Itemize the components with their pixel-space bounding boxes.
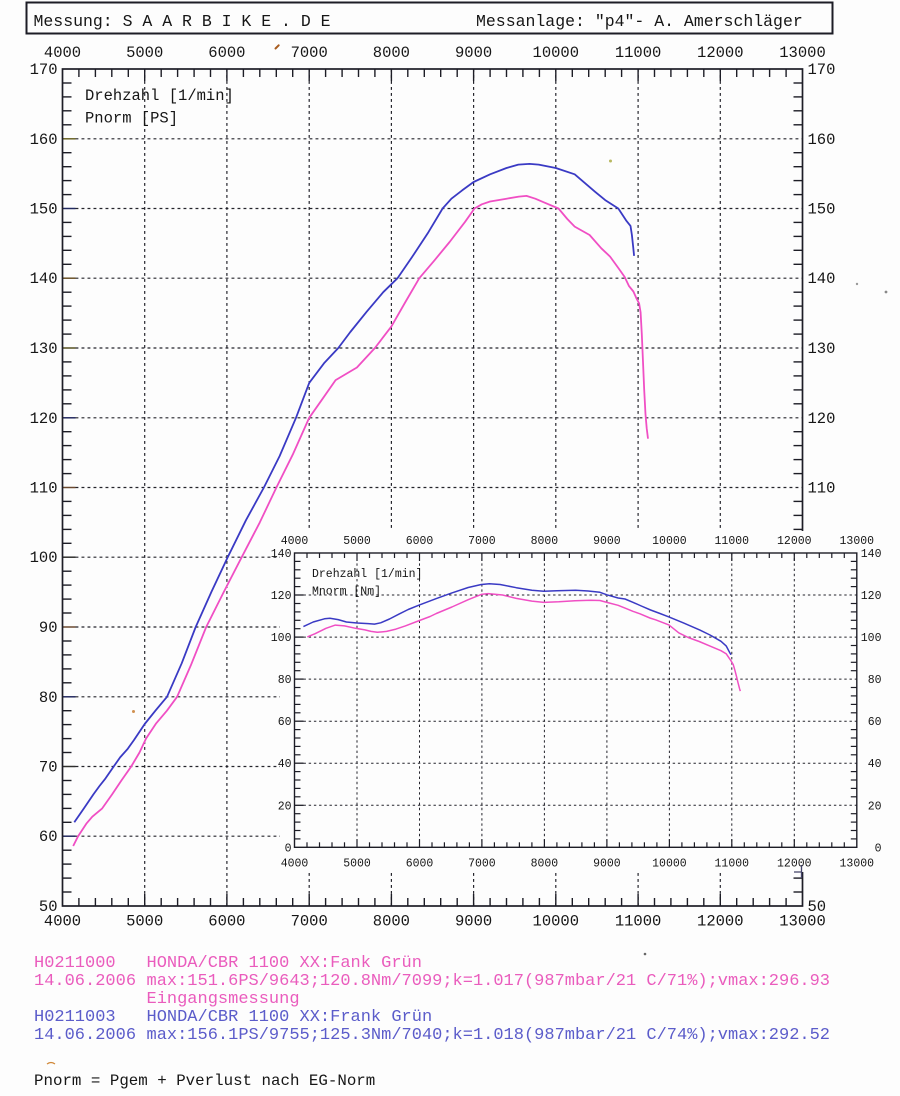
svg-text:Drehzahl [1/min]: Drehzahl [1/min] [312, 568, 422, 581]
svg-text:8000: 8000 [373, 44, 410, 62]
svg-text:5000: 5000 [343, 535, 371, 548]
svg-text:20: 20 [278, 800, 292, 813]
svg-text:12000: 12000 [697, 44, 744, 62]
svg-text:140: 140 [808, 270, 836, 288]
svg-text:6000: 6000 [406, 858, 434, 871]
svg-text:120: 120 [808, 410, 836, 428]
svg-text:110: 110 [808, 480, 836, 498]
svg-text:max:151.6PS/9643;120.8Nm/7099;: max:151.6PS/9643;120.8Nm/7099;k=1.017(98… [147, 972, 831, 991]
svg-text:60: 60 [278, 716, 292, 729]
svg-text:80: 80 [868, 674, 882, 687]
svg-text:13000: 13000 [840, 858, 875, 871]
svg-text:100: 100 [271, 632, 292, 645]
svg-text:7000: 7000 [291, 44, 328, 62]
svg-text:150: 150 [30, 201, 58, 219]
svg-text:8000: 8000 [531, 858, 559, 871]
svg-text:Pnorm [PS]: Pnorm [PS] [85, 110, 178, 128]
svg-text:0: 0 [875, 842, 882, 855]
svg-text:Eingangsmessung: Eingangsmessung [147, 990, 300, 1009]
svg-text:110: 110 [30, 480, 58, 498]
svg-text:4000: 4000 [281, 535, 309, 548]
svg-text:5000: 5000 [343, 858, 371, 871]
svg-text:150: 150 [808, 201, 836, 219]
svg-text:140: 140 [271, 548, 292, 561]
svg-text:10000: 10000 [533, 44, 580, 62]
svg-text:100: 100 [861, 632, 882, 645]
svg-text:13000: 13000 [779, 44, 826, 62]
svg-text:170: 170 [30, 61, 58, 79]
svg-text:160: 160 [808, 131, 836, 149]
svg-text:90: 90 [39, 619, 58, 637]
svg-text:H0211003: H0211003 [34, 1008, 116, 1027]
svg-text:80: 80 [39, 689, 58, 707]
svg-text:40: 40 [278, 758, 292, 771]
svg-text:120: 120 [271, 590, 292, 603]
svg-text:4000: 4000 [281, 858, 309, 871]
svg-text:9000: 9000 [593, 535, 621, 548]
svg-text:70: 70 [39, 759, 58, 777]
svg-text:Pnorm = Pgem + Pverlust nach E: Pnorm = Pgem + Pverlust nach EG-Norm [34, 1072, 375, 1090]
svg-text:0: 0 [285, 842, 292, 855]
svg-text:13000: 13000 [840, 535, 875, 548]
svg-text:60: 60 [39, 828, 58, 846]
svg-text:HONDA/CBR 1100 XX:Frank Grün: HONDA/CBR 1100 XX:Frank Grün [147, 1008, 433, 1027]
svg-text:130: 130 [808, 340, 836, 358]
svg-text:120: 120 [861, 590, 882, 603]
svg-text:11000: 11000 [715, 535, 750, 548]
svg-text:7000: 7000 [291, 913, 328, 931]
svg-text:10000: 10000 [652, 535, 687, 548]
svg-text:100: 100 [30, 549, 58, 567]
svg-text:5000: 5000 [126, 913, 163, 931]
svg-text:120: 120 [30, 410, 58, 428]
svg-text:12000: 12000 [777, 858, 812, 871]
svg-text:6000: 6000 [208, 913, 245, 931]
svg-text:50: 50 [808, 898, 827, 916]
svg-text:8000: 8000 [531, 535, 559, 548]
svg-text:140: 140 [30, 270, 58, 288]
svg-text:9000: 9000 [593, 858, 621, 871]
svg-text:7000: 7000 [468, 858, 496, 871]
svg-text:40: 40 [868, 758, 882, 771]
svg-text:160: 160 [30, 131, 58, 149]
svg-text:12000: 12000 [777, 535, 812, 548]
svg-text:6000: 6000 [208, 44, 245, 62]
svg-text:80: 80 [278, 674, 292, 687]
svg-text:50: 50 [39, 898, 58, 916]
svg-text:170: 170 [808, 61, 836, 79]
svg-text:Messanlage: "p4"- A. Amerschlä: Messanlage: "p4"- A. Amerschläger [476, 12, 803, 31]
svg-text:5000: 5000 [126, 44, 163, 62]
svg-text:20: 20 [868, 800, 882, 813]
svg-text:Drehzahl [1/min]: Drehzahl [1/min] [85, 87, 234, 105]
svg-text:Mnorm [Nm]: Mnorm [Nm] [312, 586, 381, 599]
svg-text:7000: 7000 [468, 535, 496, 548]
svg-text:12000: 12000 [697, 913, 744, 931]
svg-text:4000: 4000 [44, 913, 81, 931]
svg-text:10000: 10000 [533, 913, 580, 931]
svg-text:4000: 4000 [44, 44, 81, 62]
svg-text:9000: 9000 [455, 913, 492, 931]
svg-text:14.06.2006: 14.06.2006 [34, 972, 136, 991]
svg-text:130: 130 [30, 340, 58, 358]
svg-text:140: 140 [861, 548, 882, 561]
svg-text:6000: 6000 [406, 535, 434, 548]
svg-text:9000: 9000 [455, 44, 492, 62]
svg-text:max:156.1PS/9755;125.3Nm/7040;: max:156.1PS/9755;125.3Nm/7040;k=1.018(98… [147, 1026, 831, 1045]
svg-text:14.06.2006: 14.06.2006 [34, 1026, 136, 1045]
svg-text:10000: 10000 [652, 858, 687, 871]
svg-text:11000: 11000 [615, 913, 662, 931]
svg-text:HONDA/CBR 1100 XX:Fank Grün: HONDA/CBR 1100 XX:Fank Grün [147, 954, 422, 973]
svg-text:60: 60 [868, 716, 882, 729]
svg-text:13000: 13000 [779, 913, 826, 931]
svg-text:H0211000: H0211000 [34, 954, 116, 973]
svg-text:8000: 8000 [373, 913, 410, 931]
svg-text:Messung: S A A R B I K E . D E: Messung: S A A R B I K E . D E [34, 12, 331, 31]
svg-text:11000: 11000 [615, 44, 662, 62]
svg-text:11000: 11000 [715, 858, 750, 871]
